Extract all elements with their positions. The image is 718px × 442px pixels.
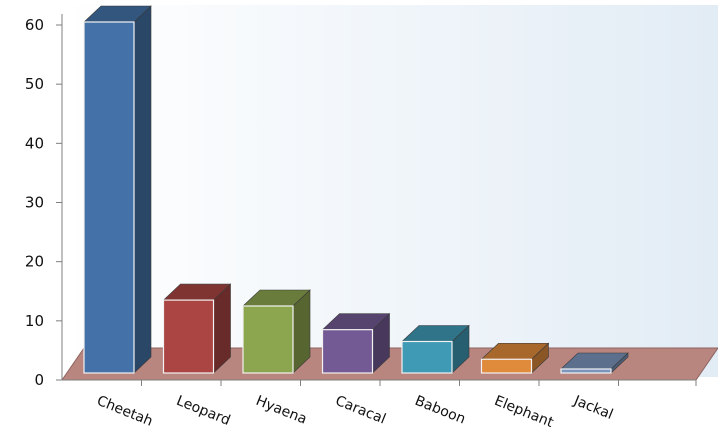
bar-jackal bbox=[560, 352, 629, 374]
y-tick-label: 20 bbox=[25, 253, 44, 271]
bar-elephant bbox=[480, 342, 550, 374]
x-tick-label: Hyaena bbox=[254, 393, 310, 428]
bar-front-face bbox=[480, 358, 533, 374]
y-tick-label: 50 bbox=[25, 75, 44, 93]
bar-front-face bbox=[83, 21, 135, 374]
bar-baboon bbox=[401, 324, 470, 374]
y-tick-label: 0 bbox=[34, 371, 44, 389]
x-tick-label: Jackal bbox=[571, 392, 616, 422]
x-axis: Cheetah Leopard Hyaena Caracal Baboon Elephan… bbox=[95, 380, 697, 431]
y-tick-label: 10 bbox=[25, 312, 44, 330]
bar-front-face bbox=[321, 329, 374, 374]
bar-hyaena bbox=[242, 289, 311, 374]
x-tick-label: Caracal bbox=[333, 393, 388, 428]
bar-front-face bbox=[162, 299, 215, 374]
y-axis: 0 10 20 30 40 50 60 bbox=[25, 16, 62, 389]
y-tick-label: 30 bbox=[25, 194, 44, 212]
x-tick-label: Elephant bbox=[492, 393, 556, 431]
bar-front-face bbox=[560, 368, 612, 374]
bar-side-face bbox=[133, 5, 152, 374]
plot-background bbox=[62, 5, 718, 377]
bars bbox=[83, 5, 629, 374]
bar-leopard bbox=[162, 283, 232, 374]
bar-caracal bbox=[321, 312, 391, 374]
x-tick-label: Leopard bbox=[174, 393, 232, 429]
bar-front-face bbox=[242, 305, 294, 374]
bar-cheetah bbox=[83, 5, 152, 374]
y-tick-label: 40 bbox=[25, 134, 44, 152]
x-tick-label: Baboon bbox=[413, 393, 468, 428]
y-tick-label: 60 bbox=[25, 16, 44, 34]
x-tick-label: Cheetah bbox=[95, 393, 156, 430]
bar-front-face bbox=[401, 340, 453, 374]
